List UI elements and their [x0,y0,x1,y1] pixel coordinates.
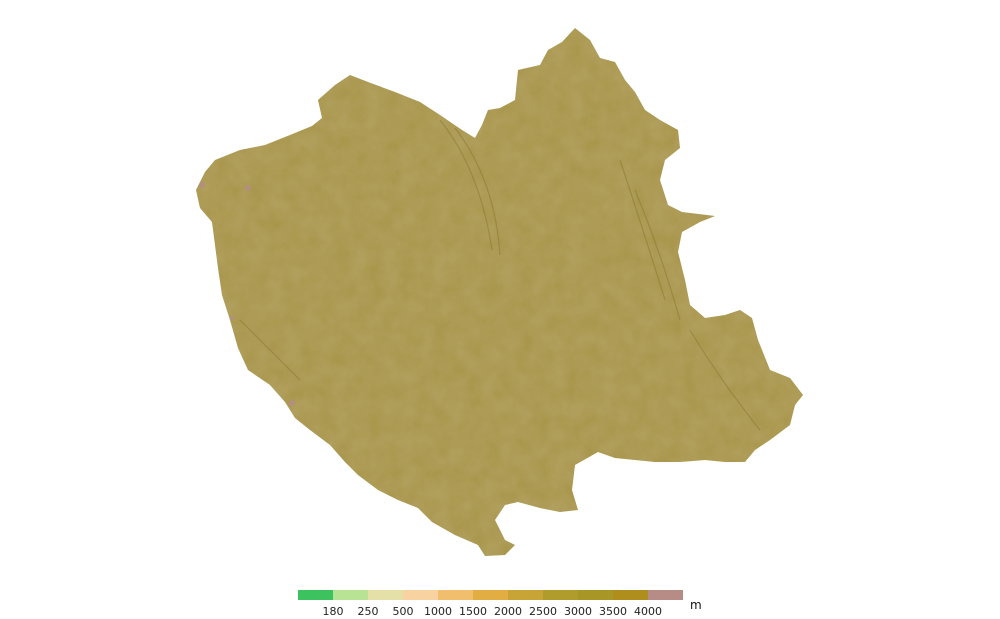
terrain-ridges [239,119,761,431]
legend-swatch [508,590,543,600]
legend-swatch [368,590,403,600]
legend-tick-label: 3000 [564,605,592,618]
legend-swatch [473,590,508,600]
legend-tick-label: 2500 [529,605,557,618]
legend-tick-label: 4000 [634,605,662,618]
legend-swatch [543,590,578,600]
highland-patches [199,182,295,406]
legend-swatch [438,590,473,600]
legend-tick-label: 180 [322,605,344,618]
legend-swatch [578,590,613,600]
legend-tick-label: 1500 [459,605,487,618]
legend-tick-label: 3500 [599,605,627,618]
legend-tick-label: 500 [392,605,414,618]
legend-tick-label: 250 [357,605,379,618]
legend-swatch [613,590,648,600]
legend-color-bar [298,590,683,600]
legend-swatch [298,590,333,600]
legend-swatch [648,590,683,600]
legend-tick-label: 1000 [424,605,452,618]
legend-swatch [333,590,368,600]
legend-tick-label: 2000 [494,605,522,618]
region-landmass [196,28,803,556]
legend-swatch [403,590,438,600]
legend-unit: m [690,598,702,612]
